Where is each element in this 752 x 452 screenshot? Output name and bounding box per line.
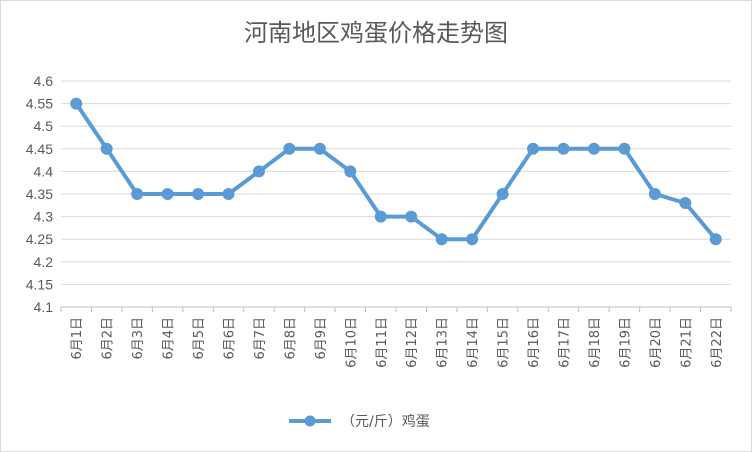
data-point bbox=[587, 142, 600, 155]
y-tick-label: 4.45 bbox=[26, 141, 53, 157]
x-tick-label: 6月2日 bbox=[101, 317, 116, 360]
data-point bbox=[618, 142, 631, 155]
y-tick-label: 4.15 bbox=[26, 276, 53, 292]
data-point bbox=[313, 142, 326, 155]
x-tick-label: 6月9日 bbox=[314, 317, 329, 360]
legend-label: （元/斤）鸡蛋 bbox=[341, 413, 430, 430]
x-tick-label: 6月16日 bbox=[527, 317, 542, 368]
data-point bbox=[405, 210, 418, 223]
x-tick-label: 6月13日 bbox=[436, 317, 451, 368]
x-tick-label: 6月21日 bbox=[679, 317, 694, 368]
data-point bbox=[222, 188, 235, 200]
data-point bbox=[496, 188, 509, 200]
x-tick-label: 6月17日 bbox=[558, 317, 573, 368]
y-tick-label: 4.25 bbox=[26, 231, 53, 247]
data-point bbox=[283, 142, 296, 155]
data-point bbox=[344, 165, 357, 178]
y-tick-label: 4.4 bbox=[34, 163, 54, 179]
data-point bbox=[374, 210, 387, 223]
data-point bbox=[192, 188, 205, 200]
data-point bbox=[466, 233, 479, 246]
x-tick-label: 6月3日 bbox=[131, 317, 146, 360]
x-tick-label: 6月8日 bbox=[283, 317, 298, 360]
y-tick-label: 4.2 bbox=[34, 254, 54, 270]
y-tick-label: 4.3 bbox=[34, 209, 54, 225]
x-tick-label: 6月19日 bbox=[618, 317, 633, 368]
x-tick-label: 6月15日 bbox=[497, 317, 512, 368]
x-tick-label: 6月11日 bbox=[375, 317, 390, 368]
data-point bbox=[557, 142, 570, 155]
legend-marker bbox=[304, 415, 316, 427]
y-tick-label: 4.55 bbox=[26, 96, 53, 112]
chart-title: 河南地区鸡蛋价格走势图 bbox=[244, 19, 508, 47]
x-tick-label: 6月10日 bbox=[344, 317, 359, 368]
y-tick-label: 4.35 bbox=[26, 186, 53, 202]
x-tick-label: 6月1日 bbox=[70, 317, 85, 360]
x-tick-label: 6月20日 bbox=[649, 317, 664, 368]
x-tick-label: 6月6日 bbox=[223, 317, 238, 360]
data-point bbox=[161, 188, 174, 200]
y-tick-label: 4.5 bbox=[34, 118, 54, 134]
data-point bbox=[131, 188, 144, 200]
data-point bbox=[252, 165, 265, 178]
x-tick-label: 6月5日 bbox=[192, 317, 207, 360]
x-tick-label: 6月7日 bbox=[253, 317, 268, 360]
data-point bbox=[679, 197, 692, 210]
x-tick-label: 6月18日 bbox=[588, 317, 603, 368]
data-point bbox=[435, 233, 448, 246]
x-tick-label: 6月12日 bbox=[405, 317, 420, 368]
x-tick-label: 6月14日 bbox=[466, 317, 481, 368]
data-point bbox=[70, 97, 83, 110]
data-point bbox=[527, 142, 540, 155]
x-tick-label: 6月22日 bbox=[710, 317, 725, 368]
y-tick-label: 4.6 bbox=[34, 73, 54, 89]
data-point bbox=[709, 233, 722, 246]
x-tick-label: 6月4日 bbox=[162, 317, 177, 360]
data-point bbox=[648, 188, 661, 200]
series-line bbox=[74, 102, 718, 242]
data-point bbox=[100, 142, 113, 155]
y-tick-label: 4.1 bbox=[34, 299, 54, 315]
